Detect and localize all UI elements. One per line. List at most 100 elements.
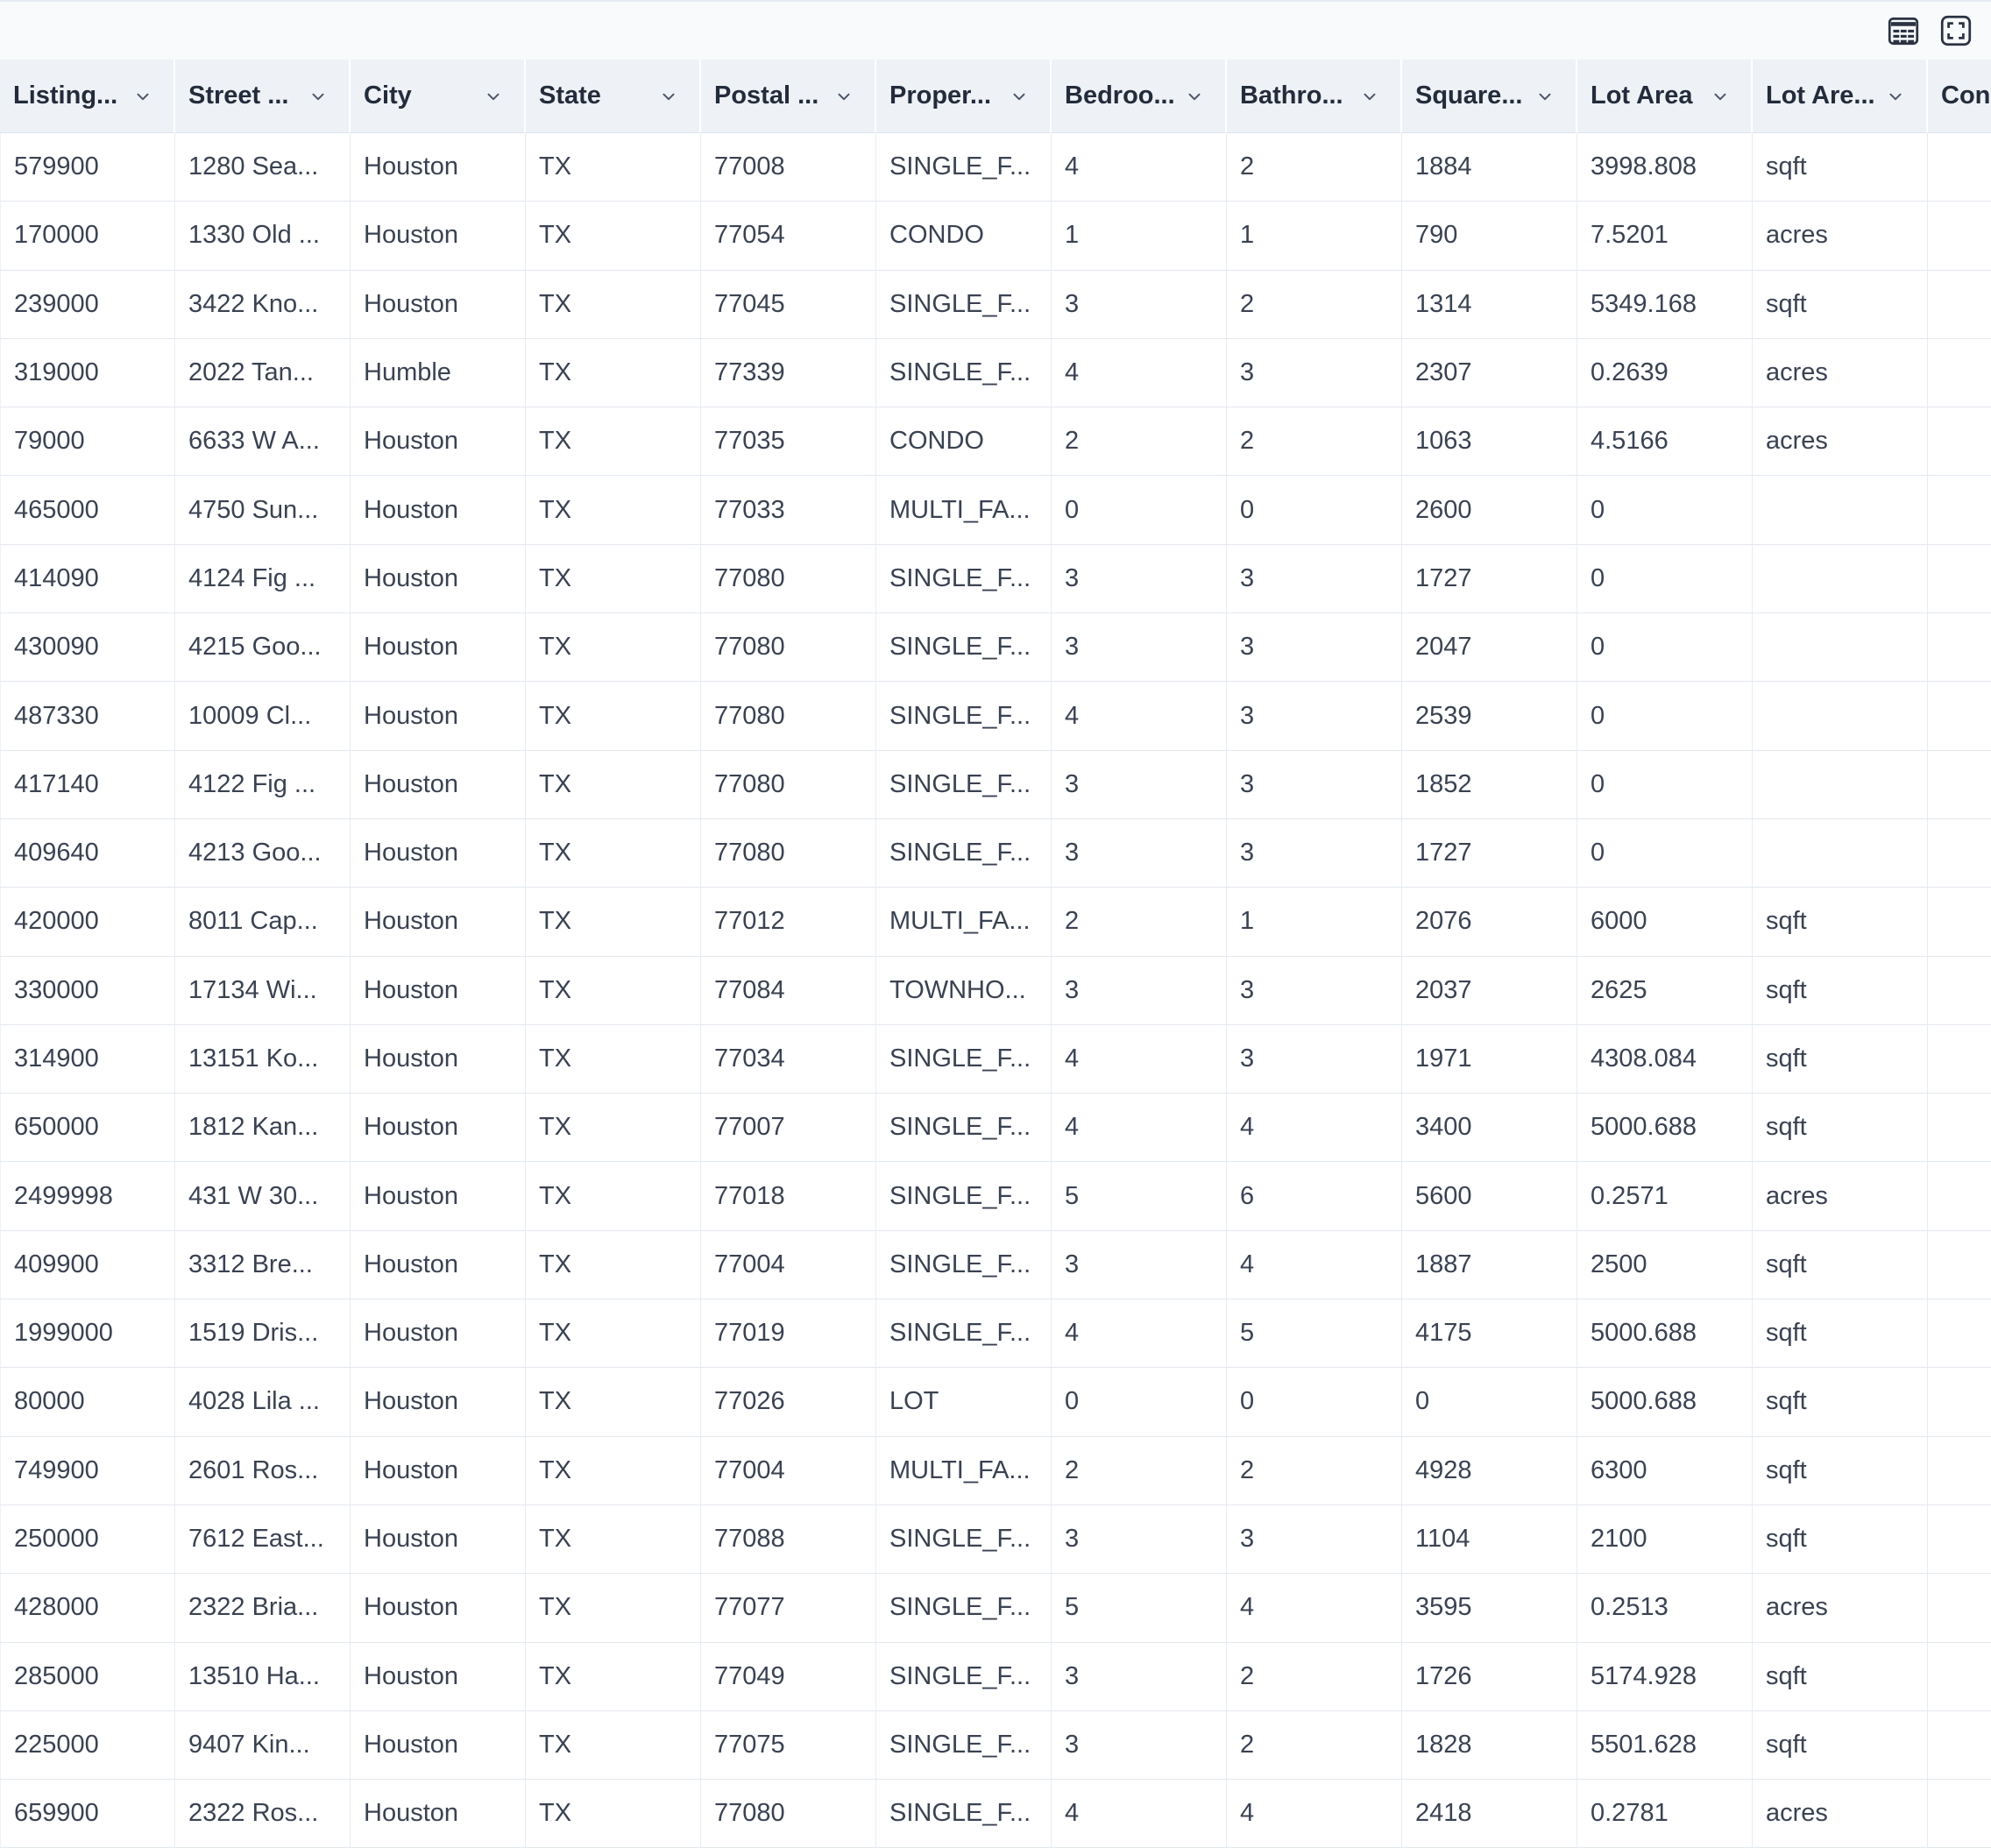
cell[interactable]: 5000.688 (1577, 1299, 1753, 1369)
cell[interactable]: 2 (1052, 1436, 1227, 1505)
cell[interactable]: MULTI_FA... (876, 888, 1052, 957)
cell[interactable]: 13151 Ko... (175, 1024, 351, 1094)
cell[interactable]: 2 (1227, 1710, 1402, 1781)
cell[interactable]: SINGLE_F... (876, 613, 1052, 683)
cell[interactable]: 428000 (0, 1574, 175, 1643)
cell[interactable]: Houston (351, 682, 526, 751)
cell[interactable]: 4 (1227, 1780, 1402, 1848)
cell[interactable]: 3422 Kno... (175, 270, 351, 339)
cell[interactable]: 4 (1227, 1230, 1402, 1300)
cell[interactable]: 77080 (701, 544, 876, 614)
cell[interactable]: 5000.688 (1577, 1368, 1753, 1437)
cell[interactable]: Houston (351, 202, 526, 271)
cell[interactable]: 4213 Goo... (175, 818, 351, 889)
cell[interactable]: 0 (1577, 544, 1753, 614)
cell[interactable]: acres (1753, 338, 1928, 408)
cell[interactable]: 3 (1227, 338, 1402, 408)
cell[interactable]: SINGLE_F... (876, 1574, 1052, 1643)
cell[interactable]: 77080 (701, 750, 876, 819)
cell[interactable]: TX (526, 956, 701, 1025)
cell[interactable]: 3400 (1402, 1094, 1577, 1163)
cell[interactable]: TX (526, 544, 701, 614)
cell[interactable]: 77084 (701, 956, 876, 1025)
cell[interactable]: 4 (1052, 133, 1227, 202)
cell[interactable]: 4 (1052, 1024, 1227, 1094)
cell[interactable]: TX (526, 338, 701, 408)
cell[interactable]: 1852 (1402, 750, 1577, 819)
cell[interactable] (1928, 1505, 1991, 1575)
cell[interactable]: sqft (1753, 270, 1928, 339)
cell[interactable]: Houston (351, 956, 526, 1025)
cell[interactable] (1928, 1368, 1991, 1437)
cell[interactable] (1928, 1642, 1991, 1711)
cell[interactable]: 0 (1227, 1368, 1402, 1437)
expand-view-button[interactable] (1937, 11, 1975, 50)
cell[interactable]: 5000.688 (1577, 1094, 1753, 1163)
cell[interactable]: 659900 (0, 1780, 175, 1848)
cell[interactable]: 77080 (701, 613, 876, 683)
cell[interactable]: 2 (1227, 270, 1402, 339)
cell[interactable]: 0 (1052, 476, 1227, 545)
column-header[interactable]: State (526, 60, 701, 133)
cell[interactable]: 7.5201 (1577, 202, 1753, 271)
cell[interactable] (1928, 1780, 1991, 1848)
cell[interactable]: 77026 (701, 1368, 876, 1437)
cell[interactable]: 579900 (0, 133, 175, 202)
cell[interactable]: 0 (1402, 1368, 1577, 1437)
cell[interactable]: Houston (351, 1024, 526, 1094)
cell[interactable]: 2625 (1577, 956, 1753, 1025)
cell[interactable]: 487330 (0, 682, 175, 751)
cell[interactable]: 1812 Kan... (175, 1094, 351, 1163)
column-header[interactable]: Proper... (876, 60, 1052, 133)
cell[interactable]: 409900 (0, 1230, 175, 1300)
cell[interactable]: 2022 Tan... (175, 338, 351, 408)
cell[interactable]: 2418 (1402, 1780, 1577, 1848)
cell[interactable]: 2 (1227, 407, 1402, 477)
cell[interactable] (1753, 750, 1928, 819)
cell[interactable]: 4928 (1402, 1436, 1577, 1505)
cell[interactable]: Houston (351, 1368, 526, 1437)
cell[interactable] (1928, 818, 1991, 889)
cell[interactable]: Houston (351, 818, 526, 889)
cell[interactable]: 3 (1227, 613, 1402, 683)
cell[interactable]: 4.5166 (1577, 407, 1753, 477)
cell[interactable]: Houston (351, 133, 526, 202)
cell[interactable]: 79000 (0, 407, 175, 477)
cell[interactable]: 409640 (0, 818, 175, 889)
cell[interactable]: Houston (351, 1299, 526, 1369)
cell[interactable] (1753, 682, 1928, 751)
cell[interactable]: TX (526, 133, 701, 202)
cell[interactable]: sqft (1753, 1024, 1928, 1094)
cell[interactable]: TX (526, 750, 701, 819)
cell[interactable]: 9407 Kin... (175, 1710, 351, 1781)
cell[interactable]: 5 (1052, 1574, 1227, 1643)
cell[interactable]: TX (526, 407, 701, 477)
cell[interactable]: TX (526, 1162, 701, 1231)
cell[interactable] (1928, 338, 1991, 408)
cell[interactable]: 3 (1052, 1710, 1227, 1781)
table-view-button[interactable] (1884, 11, 1923, 50)
cell[interactable]: 4215 Goo... (175, 613, 351, 683)
cell[interactable]: acres (1753, 1162, 1928, 1231)
cell[interactable] (1928, 1230, 1991, 1300)
column-header[interactable]: Square... (1402, 60, 1577, 133)
cell[interactable] (1753, 613, 1928, 683)
column-header[interactable]: Lot Area (1577, 60, 1753, 133)
cell[interactable]: 4 (1227, 1094, 1402, 1163)
cell[interactable]: TX (526, 202, 701, 271)
cell[interactable]: Houston (351, 1230, 526, 1300)
cell[interactable]: 2322 Bria... (175, 1574, 351, 1643)
cell[interactable]: SINGLE_F... (876, 1505, 1052, 1575)
cell[interactable]: 4 (1227, 1574, 1402, 1643)
cell[interactable]: 2 (1227, 1436, 1402, 1505)
cell[interactable]: 3 (1227, 750, 1402, 819)
cell[interactable]: 5 (1052, 1162, 1227, 1231)
cell[interactable]: 77018 (701, 1162, 876, 1231)
cell[interactable]: 0 (1052, 1368, 1227, 1437)
cell[interactable]: TX (526, 818, 701, 889)
cell[interactable]: 2 (1227, 133, 1402, 202)
cell[interactable]: 6000 (1577, 888, 1753, 957)
cell[interactable]: 2047 (1402, 613, 1577, 683)
cell[interactable]: sqft (1753, 1368, 1928, 1437)
cell[interactable]: TX (526, 476, 701, 545)
